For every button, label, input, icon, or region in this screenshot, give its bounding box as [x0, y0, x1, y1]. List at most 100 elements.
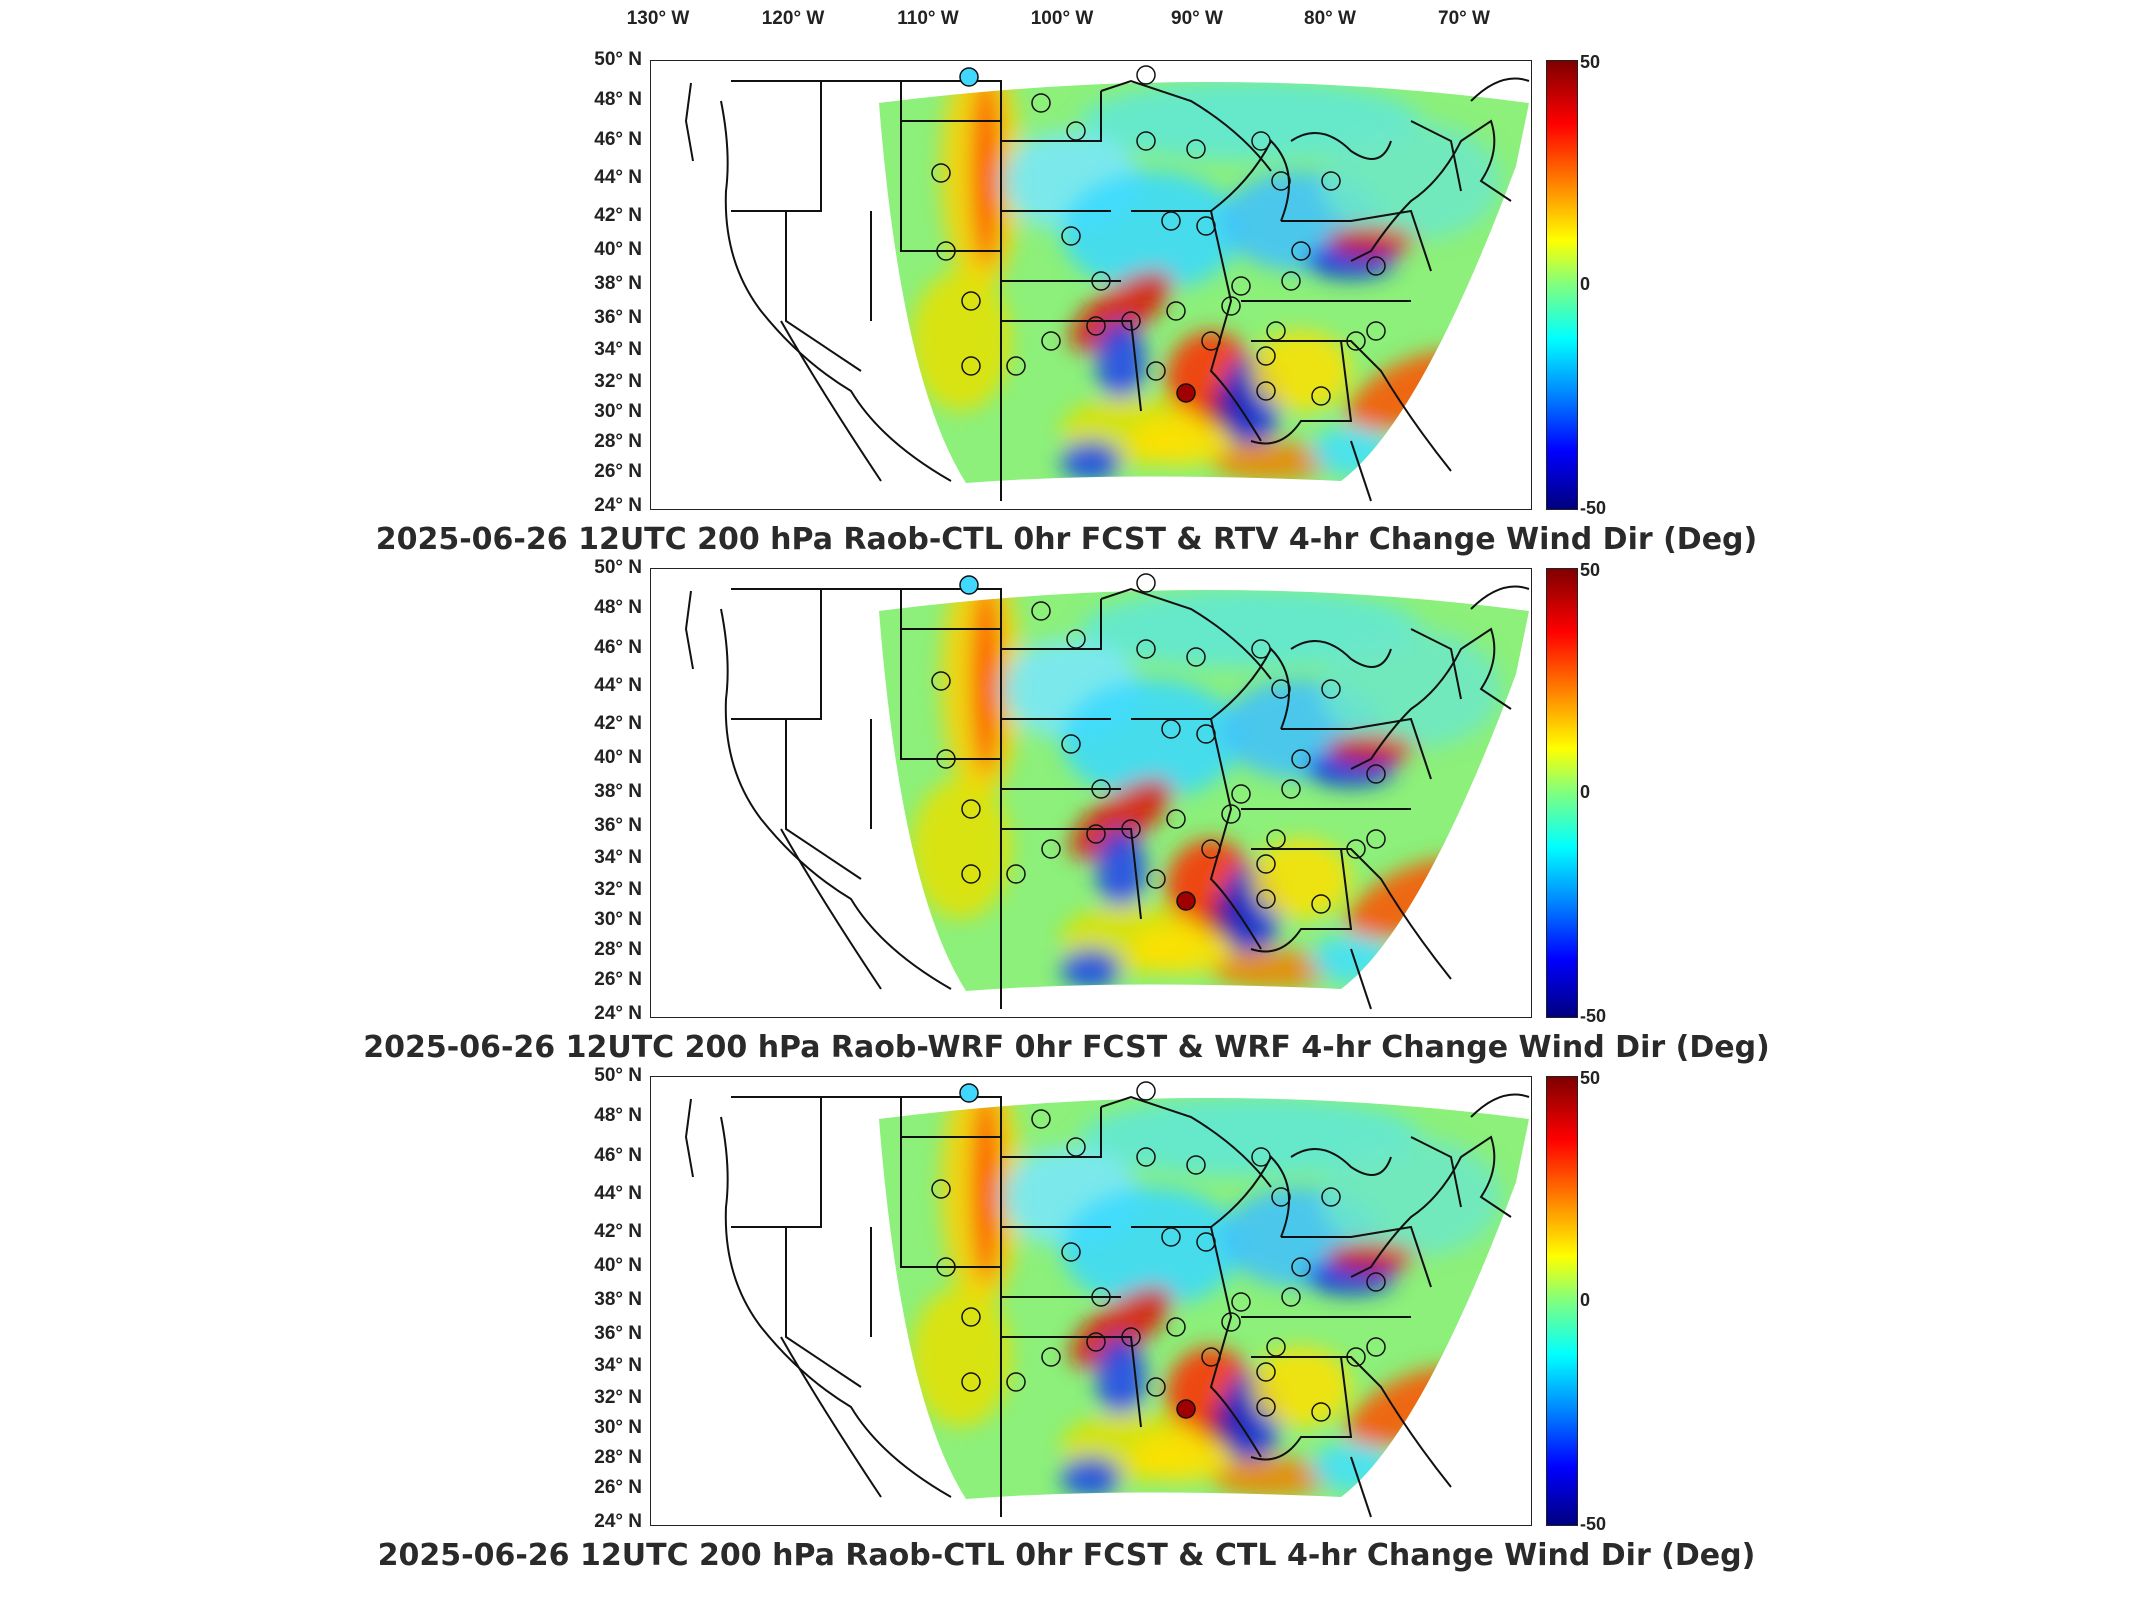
boundary-line	[1210, 139, 1290, 222]
boundary-line	[720, 608, 952, 990]
boundary-line	[1251, 848, 1452, 980]
boundary-line	[1100, 587, 1272, 680]
raob-station-marker	[1031, 1109, 1051, 1129]
lon-label: 130° W	[626, 8, 690, 29]
raob-station-marker	[1041, 331, 1061, 351]
lat-label: 32° N	[594, 1387, 642, 1408]
boundary-line	[1001, 1107, 1102, 1158]
boundary-line	[1251, 1356, 1452, 1488]
raob-station-marker	[1251, 639, 1271, 659]
lat-label: 48° N	[594, 89, 642, 110]
raob-station-marker	[1066, 121, 1086, 141]
boundary-line	[1410, 120, 1462, 192]
raob-station-marker	[1366, 256, 1386, 276]
raob-station-marker	[961, 1307, 981, 1327]
colorbar	[1546, 1076, 1578, 1526]
raob-station-marker	[1321, 679, 1341, 699]
field-anomaly	[911, 271, 1011, 411]
colorbar-min: -50	[1580, 1514, 1607, 1534]
lat-label: 26° N	[594, 1477, 642, 1498]
boundary-line	[1001, 599, 1102, 650]
raob-station-marker	[1271, 679, 1291, 699]
field-anomaly	[911, 779, 1011, 919]
boundary-line	[785, 719, 862, 880]
raob-station-marker	[1091, 779, 1111, 799]
field-anomaly	[972, 82, 1000, 266]
map-frame	[650, 1076, 1532, 1526]
raob-station-marker	[1136, 1147, 1156, 1167]
colorbar	[1546, 568, 1578, 1018]
boundary-line	[1290, 1148, 1392, 1176]
raob-station-marker	[1061, 734, 1081, 754]
raob-station-marker	[1201, 839, 1221, 859]
raob-station-marker	[1086, 316, 1106, 336]
lat-label: 36° N	[594, 1323, 642, 1344]
raob-station-marker	[1166, 1317, 1186, 1337]
raob-station-marker	[1146, 1377, 1166, 1397]
boundary-line	[900, 1137, 1001, 1268]
raob-station-marker	[1256, 346, 1276, 366]
field-anomaly	[1069, 270, 1173, 352]
raob-station-marker	[1281, 271, 1301, 291]
weather-map	[684, 573, 1530, 1010]
raob-station-marker	[1346, 331, 1366, 351]
raob-station-marker	[961, 291, 981, 311]
raob-station-marker	[1121, 819, 1141, 839]
field-anomaly	[1069, 778, 1173, 860]
boundary-line	[1470, 77, 1530, 102]
boundary-line	[785, 1227, 862, 1388]
field-anomaly	[1326, 227, 1416, 255]
raob-station-marker	[1346, 1347, 1366, 1367]
boundary-line	[1001, 91, 1102, 142]
lat-label: 26° N	[594, 969, 642, 990]
boundary-line	[1251, 340, 1452, 472]
raob-station-marker	[959, 1083, 979, 1103]
raob-station-marker	[1231, 1292, 1251, 1312]
field-anomaly	[911, 1287, 1011, 1427]
raob-station-marker	[1041, 839, 1061, 859]
boundary-line	[1100, 79, 1272, 172]
field-anomaly	[1061, 1457, 1121, 1497]
raob-station-marker	[1266, 321, 1286, 341]
field-anomaly	[1081, 1098, 1421, 1177]
field-anomaly	[972, 1098, 1000, 1282]
raob-station-marker	[1311, 1402, 1331, 1422]
raob-station-marker	[1146, 869, 1166, 889]
raob-station-marker	[1091, 271, 1111, 291]
raob-station-marker	[1161, 719, 1181, 739]
raob-station-marker	[1201, 1347, 1221, 1367]
boundary-line	[1131, 210, 1262, 442]
raob-station-marker	[1136, 65, 1156, 85]
raob-station-marker	[1291, 241, 1311, 261]
raob-station-marker	[1366, 829, 1386, 849]
raob-station-marker	[1311, 894, 1331, 914]
lat-label: 42° N	[594, 713, 642, 734]
boundary-line	[900, 629, 1001, 760]
field-anomaly	[1061, 679, 1241, 799]
field-anomaly	[1211, 949, 1331, 989]
raob-station-marker	[1176, 1399, 1196, 1419]
raob-station-marker	[1066, 629, 1086, 649]
field-anomaly	[1251, 839, 1351, 919]
field-anomaly	[1251, 1347, 1351, 1427]
panel-title: 2025-06-26 12UTC 200 hPa Raob-CTL 0hr FC…	[377, 1538, 1756, 1573]
boundary-line	[1410, 1136, 1462, 1208]
raob-station-marker	[1006, 864, 1026, 884]
raob-station-marker	[936, 749, 956, 769]
boundary-line	[731, 589, 822, 720]
field-anomaly	[1251, 331, 1351, 411]
raob-station-marker	[1366, 321, 1386, 341]
field-anomaly	[1321, 121, 1501, 241]
lat-label: 24° N	[594, 495, 642, 516]
colorbar-mid: 0	[1580, 274, 1591, 294]
raob-station-marker	[1251, 131, 1271, 151]
boundary-line	[780, 320, 882, 482]
lat-label: 44° N	[594, 1183, 642, 1204]
field-anomaly	[972, 590, 1000, 774]
boundary-line	[1470, 585, 1530, 610]
field-anomaly	[1061, 441, 1121, 481]
lat-label: 50° N	[594, 1065, 642, 1086]
lon-label: 100° W	[1030, 8, 1094, 29]
colorbar	[1546, 60, 1578, 510]
field-anomaly	[1311, 1442, 1391, 1492]
